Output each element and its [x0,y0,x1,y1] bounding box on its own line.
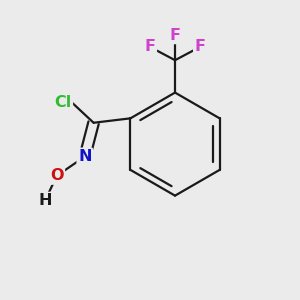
Text: H: H [38,193,52,208]
Text: F: F [169,28,181,43]
Text: Cl: Cl [54,95,71,110]
Text: F: F [195,39,206,54]
Text: N: N [78,149,92,164]
Text: F: F [145,39,155,54]
Text: O: O [50,168,64,183]
